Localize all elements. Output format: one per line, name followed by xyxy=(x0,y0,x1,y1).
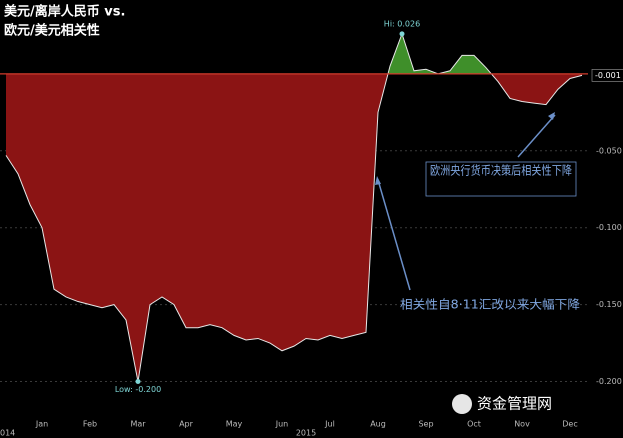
watermark-icon xyxy=(452,394,472,414)
chart-title: 欧元/美元相关性 xyxy=(4,23,100,39)
low-marker xyxy=(135,379,141,385)
year-label: 014 xyxy=(0,429,15,438)
area-above xyxy=(388,33,492,74)
watermark: 资金管理网 xyxy=(477,395,552,413)
x-tick-label: Apr xyxy=(179,420,194,429)
y-tick-label: -0.100 xyxy=(596,223,622,232)
line xyxy=(5,32,583,382)
arrowhead xyxy=(375,176,381,185)
x-tick-label: Sep xyxy=(418,420,433,429)
plot: -0.050 -0.100 -0.150 -0.200 Jan Feb Mar Apr May J… xyxy=(0,19,623,438)
y-tick-label: -0.200 xyxy=(596,377,622,386)
x-tick-label: Mar xyxy=(130,420,146,429)
x-tick-label: May xyxy=(226,420,243,429)
year-label: 2015 xyxy=(296,429,316,438)
hi-label: Hi: 0.026 xyxy=(384,19,420,28)
annotation: 相关性自8·11汇改以来大幅下降 xyxy=(400,297,580,312)
y-tick-label: -0.150 xyxy=(596,300,622,309)
last-value-box xyxy=(591,69,623,82)
x-tick-label: Feb xyxy=(83,420,97,429)
arrowhead xyxy=(548,112,555,120)
chart-title: 美元/离岸人民币 vs. xyxy=(4,4,125,20)
last-value-label: -0.001 xyxy=(595,71,621,80)
annotation-box xyxy=(425,161,577,197)
x-tick-label: Nov xyxy=(514,420,530,429)
x-tick-label: Dec xyxy=(562,420,577,429)
x-tick-label: Jan xyxy=(35,420,48,429)
x-tick-label: Jun xyxy=(275,420,289,429)
annotation: 欧洲央行货币决策后相关性下降 xyxy=(430,163,572,178)
low-label: Low: -0.200 xyxy=(115,385,161,394)
x-tick-label: Aug xyxy=(370,420,386,429)
arrow xyxy=(517,114,556,158)
y-tick-label: -0.050 xyxy=(596,146,622,155)
x-tick-label: Jul xyxy=(324,420,335,429)
x-tick-label: Oct xyxy=(467,420,481,429)
hi-marker xyxy=(399,31,405,37)
arrow xyxy=(377,179,411,291)
